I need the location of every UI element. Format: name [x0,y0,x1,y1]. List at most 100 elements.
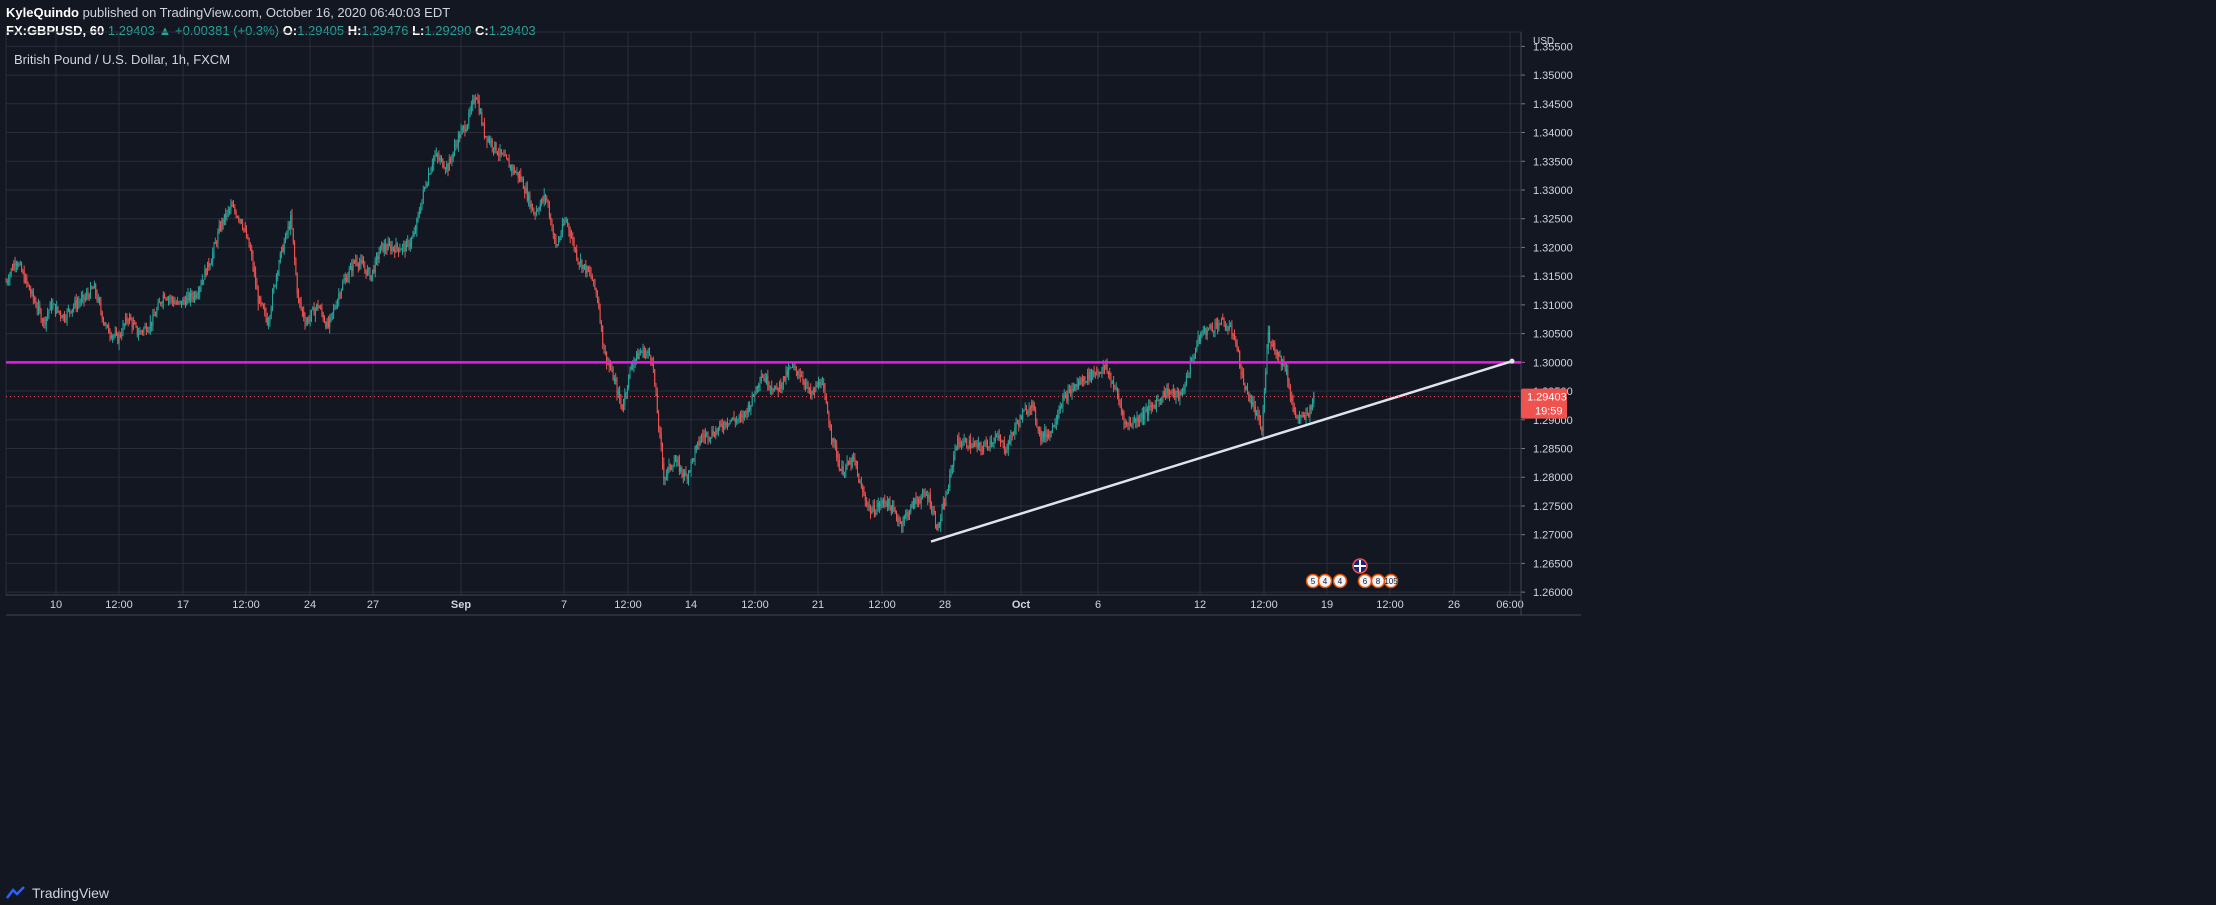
candle-body [197,293,199,296]
candle-body [312,307,314,310]
candle-body [528,194,530,201]
candle-body [680,466,682,472]
candle-body [1157,400,1159,402]
candle-body [937,523,939,530]
candle-body [361,260,363,263]
candle-body [205,269,207,275]
candle-body [816,385,818,387]
candle-body [759,381,761,385]
candle-body [1310,405,1312,410]
candle-body [717,427,719,432]
candle-body [1291,396,1293,401]
candle-body [723,427,725,429]
candle-body [327,321,329,327]
candle-body [103,319,104,323]
candle-body [751,394,753,406]
candle-body [1188,373,1190,377]
candle-body [379,245,381,254]
symbol-label[interactable]: FX:GBPUSD, 60 [6,23,105,38]
candle-body [1295,411,1297,415]
candle-body [82,294,84,298]
candle-body [377,256,379,260]
candle-body [581,260,583,270]
trendline-handle[interactable] [1509,358,1515,364]
trendline[interactable] [930,359,1513,543]
candle-body [359,263,361,267]
candle-body [664,477,666,480]
candle-body [26,276,28,283]
candle-body [698,441,700,445]
candle-body [677,459,679,461]
candle-body [1075,384,1077,388]
candle-body [325,322,327,328]
candle-body [170,297,172,299]
candle-body [41,320,43,322]
candle-body [1198,336,1200,342]
event-count-label: 8 [1376,577,1381,586]
candle-body [764,377,766,383]
candle-body [932,510,934,512]
candle-body [870,505,871,514]
candle-body [883,499,884,502]
candle-body [346,278,348,282]
candle-body [242,223,244,229]
candle-body [1244,384,1246,391]
candle-body [1262,411,1264,432]
candle-body [1104,365,1105,369]
candle-body [1260,418,1261,429]
candle-body [818,381,819,387]
candle-body [239,219,241,221]
candle-body [259,297,260,304]
candle-body [145,326,147,332]
candle-body [1204,327,1206,333]
candle-body [343,280,345,283]
candle-body [169,297,171,299]
candle-body [593,279,595,281]
candle-body [58,311,60,313]
x-tick-label: Oct [1012,599,1031,611]
candle-body [49,302,51,311]
candle-body [962,444,964,446]
candle-body [1274,342,1276,351]
candle-body [66,310,68,320]
candle-body [805,383,806,385]
event-marker[interactable] [1383,573,1399,589]
candle-body [626,388,628,394]
candle-body [183,299,185,302]
candle-body [104,322,106,326]
candle-body [181,300,182,305]
brand-label[interactable]: TradingView [32,885,110,901]
candle-body [714,435,715,437]
candle-body [1208,327,1209,330]
candle-body [550,216,552,220]
candle-body [473,99,475,103]
candle-body [417,214,419,219]
candle-body [580,260,582,264]
candle-body [301,307,303,312]
candle-body [412,235,414,239]
plot-frame [5,31,1522,596]
author-name[interactable]: KyleQuindo [6,5,79,20]
candle-body [584,264,585,266]
candle-body [604,351,606,354]
candle-body [1020,415,1022,420]
candle-body [27,282,29,286]
candle-body [93,284,95,289]
candle-body [457,134,459,146]
event-marker[interactable] [1332,573,1348,589]
candle-body [51,302,52,309]
candle-body [777,387,779,392]
candle-body [340,289,342,296]
candle-body [31,290,33,294]
candle-body [452,152,454,159]
candle-body [792,365,793,368]
candle-body [1007,441,1009,450]
candle-body [45,317,47,325]
event-marker[interactable] [1317,573,1333,589]
y-tick-label: 1.35000 [1533,70,1573,82]
candle-body [901,521,903,527]
candle-body [807,383,809,390]
candle-body [143,328,145,332]
candle-body [754,394,756,396]
